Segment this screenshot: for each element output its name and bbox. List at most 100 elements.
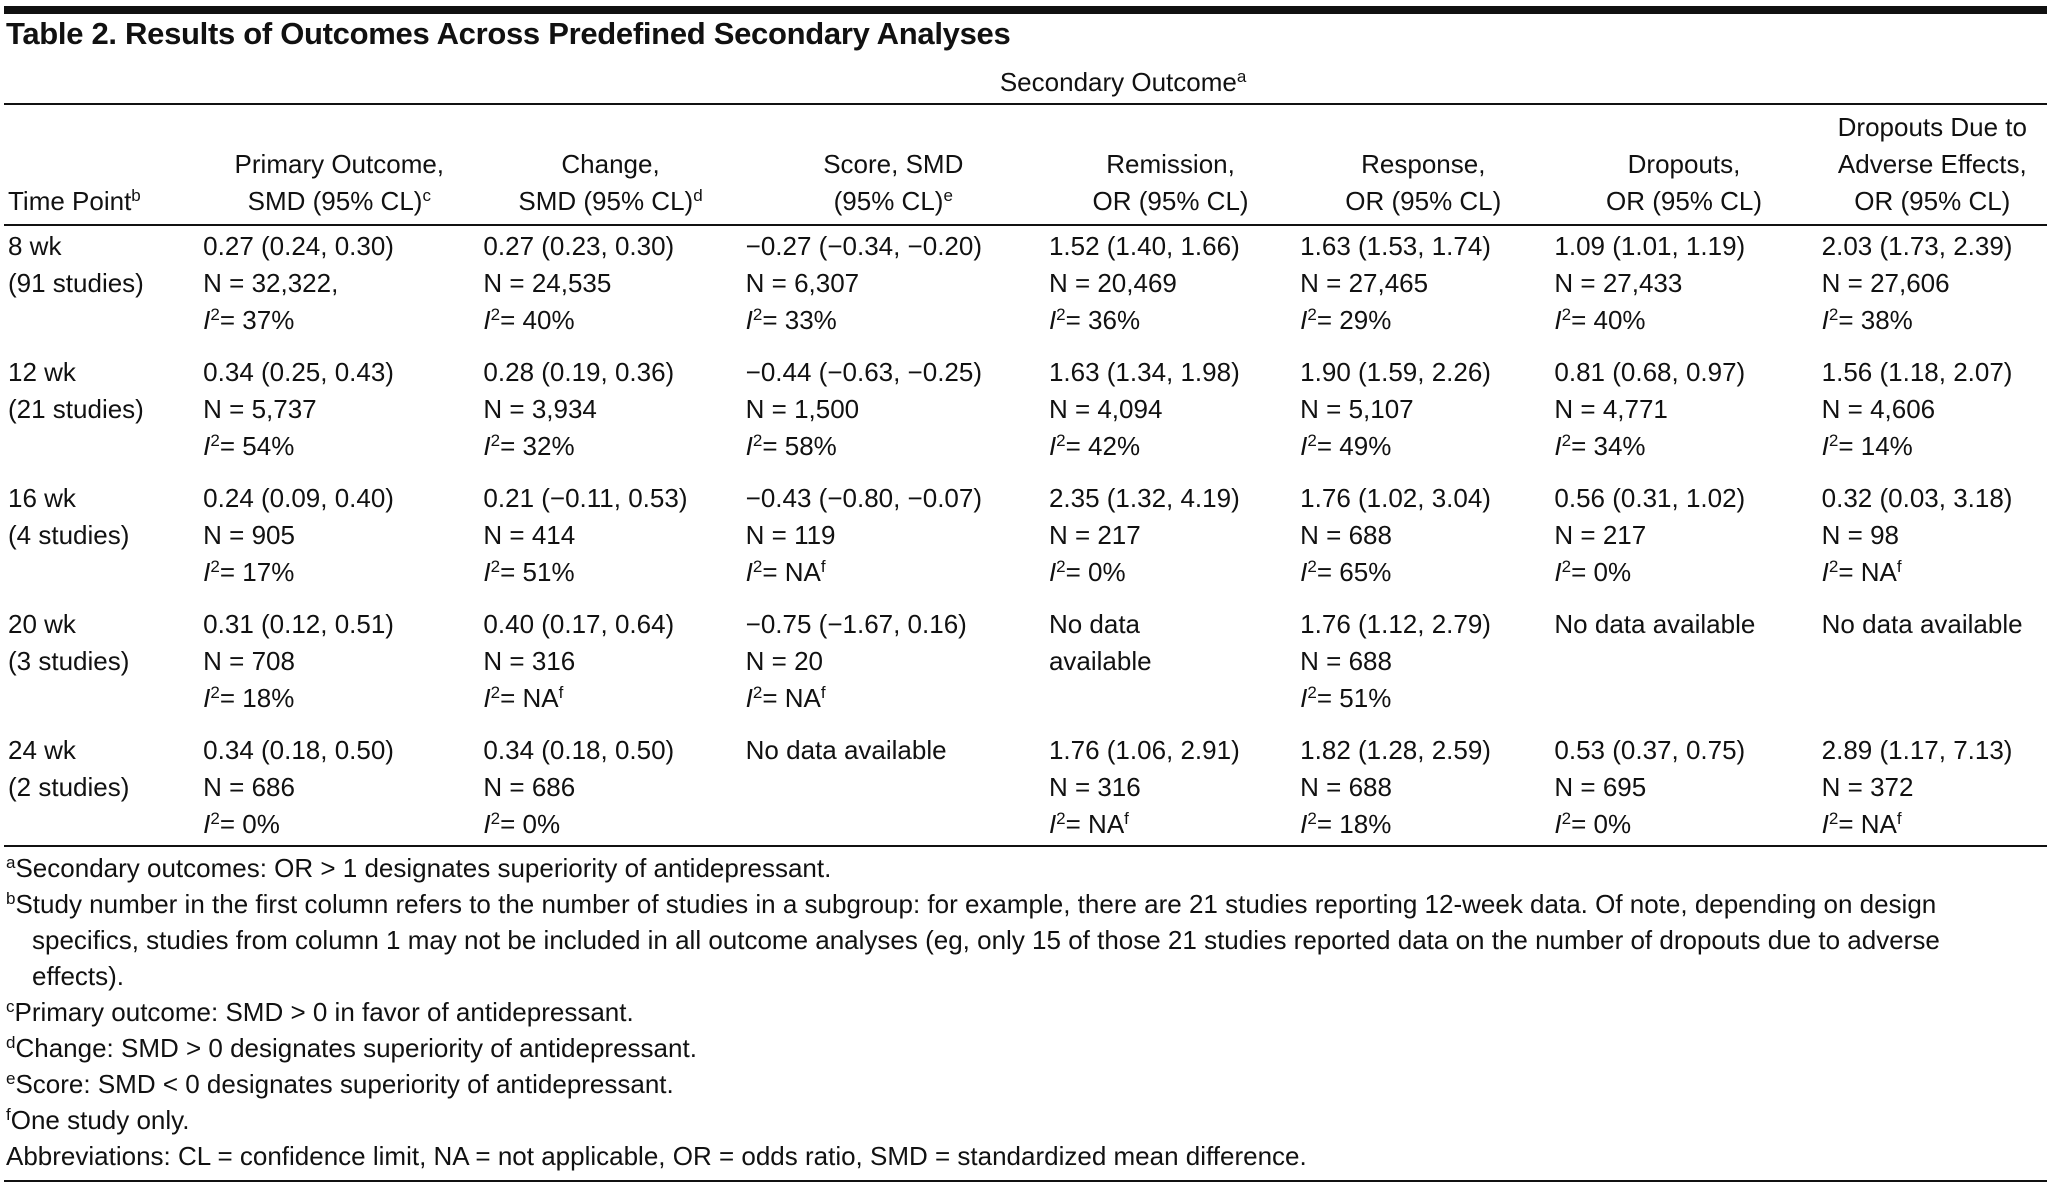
result-cell: −0.75 (−1.67, 0.16) N = 20 I2= NAf <box>742 604 1045 730</box>
i2-value: = 40% <box>500 305 575 335</box>
footnote-text: One study only. <box>10 1105 190 1135</box>
i2-symbol: I <box>1300 305 1308 335</box>
sample-size: N = 27,606 <box>1821 268 1950 298</box>
sample-size: N = 32,322, <box>203 268 339 298</box>
no-data-cell: No data available <box>1550 604 1817 730</box>
footnote: cPrimary outcome: SMD > 0 in favor of an… <box>6 994 2036 1030</box>
sample-size: N = 24,535 <box>483 268 612 298</box>
footnote-mark: f <box>820 683 826 702</box>
sample-size: N = 686 <box>203 772 295 802</box>
header-line: Time Point <box>8 186 132 216</box>
sample-size: N = 20,469 <box>1048 268 1177 298</box>
i2-value: = 0% <box>219 809 280 839</box>
i2-symbol: I <box>1048 305 1057 335</box>
i2-value: = 0% <box>1571 809 1632 839</box>
result-cell: 1.09 (1.01, 1.19) N = 27,433 I2= 40% <box>1550 225 1817 352</box>
i2-value: = 51% <box>500 557 575 587</box>
i2-exponent: 2 <box>490 809 501 828</box>
sample-size: N = 316 <box>483 646 576 676</box>
sample-size: N = 27,465 <box>1300 268 1429 298</box>
i2-symbol: I <box>1821 305 1829 335</box>
sample-size: N = 5,737 <box>203 394 317 424</box>
estimate: 1.76 (1.06, 2.91) <box>1048 735 1240 765</box>
i2-value: = 29% <box>1316 305 1392 335</box>
header-line: OR (95% CL) <box>1854 186 2011 216</box>
i2-symbol: I <box>1554 557 1562 587</box>
result-cell: 1.63 (1.53, 1.74) N = 27,465 I2= 29% <box>1296 225 1550 352</box>
column-header: Dropouts Due to Adverse Effects, OR (95% C… <box>1817 105 2047 226</box>
i2-exponent: 2 <box>210 305 220 324</box>
footnote-mark: c <box>6 997 15 1016</box>
header-line: Primary Outcome, <box>234 149 445 179</box>
i2-exponent: 2 <box>210 809 220 828</box>
footnote-mark: a <box>6 853 16 872</box>
header-row: Time Pointb Primary Outcome, SMD (95% CL)c… <box>4 105 2047 226</box>
estimate: 1.90 (1.59, 2.26) <box>1300 357 1491 387</box>
header-line: SMD (95% CL) <box>247 186 423 216</box>
sample-size: N = 695 <box>1554 772 1647 802</box>
data-row: 8 wk (91 studies) 0.27 (0.24, 0.30) N = 32,… <box>4 225 2047 352</box>
column-header: Primary Outcome, SMD (95% CL)c <box>199 105 480 226</box>
i2-exponent: 2 <box>752 557 763 576</box>
time-point: 24 wk (2 studies) <box>4 730 200 847</box>
sample-size: N = 6,307 <box>745 268 860 298</box>
i2-value: = 37% <box>219 305 295 335</box>
i2-exponent: 2 <box>490 431 501 450</box>
studies: (21 studies) <box>8 394 144 424</box>
time: 24 wk <box>8 735 76 765</box>
i2-value: = 58% <box>762 431 837 461</box>
result-cell: 0.34 (0.25, 0.43) N = 5,737 I2= 54% <box>199 352 479 478</box>
results-table: Secondary Outcomea Time Pointb Primary Out… <box>4 64 2047 847</box>
header-line: OR (95% CL) <box>1092 186 1249 216</box>
estimate: 0.27 (0.23, 0.30) <box>483 231 675 261</box>
no-data-cell: No data available <box>1045 604 1296 730</box>
blank <box>4 64 200 105</box>
i2-value: = 32% <box>500 431 575 461</box>
result-cell: −0.27 (−0.34, −0.20) N = 6,307 I2= 33% <box>742 225 1045 352</box>
no-data: No data available <box>745 735 947 765</box>
i2-exponent: 2 <box>1828 809 1839 828</box>
i2-symbol: I <box>1300 557 1308 587</box>
i2-exponent: 2 <box>1561 557 1572 576</box>
header-line: OR (95% CL) <box>1606 186 1763 216</box>
column-header: Time Pointb <box>4 105 200 226</box>
sample-size: N = 119 <box>745 520 836 550</box>
studies: (3 studies) <box>8 646 130 676</box>
i2-exponent: 2 <box>1828 431 1839 450</box>
i2-symbol: I <box>203 305 211 335</box>
result-cell: 0.53 (0.37, 0.75) N = 695 I2= 0% <box>1550 730 1818 847</box>
i2-exponent: 2 <box>1561 431 1572 450</box>
header-line: Remission, <box>1106 149 1235 179</box>
result-cell: 1.56 (1.18, 2.07) N = 4,606 I2= 14% <box>1818 352 2047 478</box>
time: 16 wk <box>8 483 76 513</box>
estimate: 1.76 (1.02, 3.04) <box>1300 483 1491 513</box>
column-header: Change, SMD (95% CL)d <box>479 105 742 226</box>
i2-value: = 65% <box>1316 557 1392 587</box>
i2-value: = NA <box>762 557 821 587</box>
i2-symbol: I <box>483 305 491 335</box>
i2-symbol: I <box>745 557 753 587</box>
sample-size: N = 686 <box>483 772 576 802</box>
studies: (91 studies) <box>8 268 144 298</box>
i2-symbol: I <box>1300 431 1308 461</box>
result-cell: 0.34 (0.18, 0.50) N = 686 I2= 0% <box>479 730 742 847</box>
i2-value: = 36% <box>1065 305 1141 335</box>
sample-size: N = 316 <box>1048 772 1141 802</box>
estimate: 0.34 (0.18, 0.50) <box>483 735 675 765</box>
time: 8 wk <box>8 231 62 261</box>
result-cell: 2.89 (1.17, 7.13) N = 372 I2= NAf <box>1817 730 2047 847</box>
i2-exponent: 2 <box>1056 305 1066 324</box>
footnote: fOne study only. <box>6 1102 2036 1138</box>
i2-exponent: 2 <box>490 305 501 324</box>
time: 20 wk <box>8 609 76 639</box>
footnote-mark: f <box>820 557 826 576</box>
footnote-mark: e <box>943 186 953 205</box>
sample-size: N = 27,433 <box>1554 268 1683 298</box>
i2-exponent: 2 <box>1307 809 1317 828</box>
header-line: SMD (95% CL) <box>518 186 694 216</box>
studies: (2 studies) <box>8 772 130 802</box>
footnote-text: Change: SMD > 0 designates superiority o… <box>15 1033 697 1063</box>
i2-exponent: 2 <box>752 683 763 702</box>
i2-symbol: I <box>203 683 211 713</box>
footnote-mark: d <box>6 1033 16 1052</box>
